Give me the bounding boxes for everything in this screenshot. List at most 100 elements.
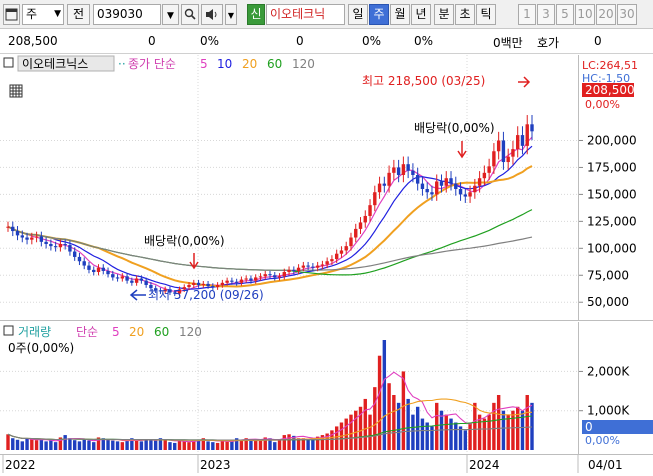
quote-change-pct: 0%: [200, 34, 220, 48]
dividend-arrow-icon: [189, 253, 199, 270]
candle: [258, 273, 263, 281]
quote-volume-pct: 0%: [362, 34, 382, 48]
volume-bar: [330, 430, 334, 450]
prev-button[interactable]: 전: [67, 4, 90, 25]
low-arrow-icon: [129, 289, 146, 301]
candle: [444, 171, 448, 193]
candle: [463, 187, 468, 203]
volume-bar: [30, 439, 34, 450]
speaker-dropdown[interactable]: ▼: [225, 4, 237, 25]
candle: [58, 239, 63, 252]
candle: [196, 279, 201, 288]
volume-bar: [144, 439, 148, 450]
volume-bar: [130, 438, 134, 450]
volume-bar: [516, 406, 520, 450]
period-type-label: 주: [26, 7, 38, 21]
price-legend: 이오테크닉스 ·· 종가 단순 5 10 20 60 120: [3, 55, 315, 72]
volume-axis-svg: 2,000K 1,000K 00,00%: [579, 364, 653, 447]
volume-bar: [96, 437, 101, 450]
dividend-annotation-1: 배당락(0,00%): [144, 234, 225, 248]
candle: [82, 257, 86, 270]
minute-button-30[interactable]: 30: [617, 4, 637, 25]
volume-chart-panel[interactable]: 거래량 단순 5 20 60 120 0주(0,00%): [0, 322, 578, 454]
candle: [111, 270, 115, 281]
candle: [425, 182, 429, 199]
candle: [15, 226, 20, 241]
price-axis: LC:264,51 HC:-1,50 208,500 0,00% 200,000 175,…: [578, 55, 653, 321]
minute-button-10[interactable]: 10: [575, 4, 595, 25]
volume-bar: [325, 433, 329, 450]
volume-bar: [173, 442, 177, 450]
volume-value-label: 0주(0,00%): [8, 341, 74, 355]
volume-bar: [311, 438, 315, 450]
price-tick-label: 175,000: [587, 160, 637, 174]
period-button-1[interactable]: 주: [369, 4, 389, 25]
candle: [358, 217, 363, 234]
candle: [468, 185, 472, 203]
candle: [115, 274, 120, 282]
minute-button-3[interactable]: 3: [537, 4, 555, 25]
period-button-5[interactable]: 초: [455, 4, 475, 25]
candle: [311, 263, 315, 272]
volume-bar: [458, 426, 463, 450]
candle: [411, 163, 415, 183]
stock-code-input[interactable]: 039030: [93, 4, 161, 25]
volume-axis: 2,000K 1,000K 0 0,00%: [578, 322, 653, 454]
volume-bar: [473, 402, 477, 450]
quote-bar: 208,500 0 0% 0 0% 0% 0백만 호가 0: [0, 30, 653, 54]
period-button-3[interactable]: 년: [411, 4, 431, 25]
window-icon[interactable]: [3, 4, 20, 25]
candle: [435, 174, 439, 201]
volume-bar: [306, 439, 310, 450]
chevron-down-icon: ▼: [54, 9, 61, 19]
candle: [49, 239, 53, 251]
ma20-line: [7, 165, 533, 288]
candle: [211, 283, 215, 290]
candle: [373, 185, 377, 212]
stock-name-field[interactable]: 이오테크닉: [266, 4, 345, 25]
period-type-select[interactable]: 주 ▼: [22, 4, 64, 25]
volume-bar: [211, 442, 215, 450]
volume-bar: [396, 402, 401, 450]
candle: [144, 277, 148, 288]
candle: [396, 159, 401, 183]
period-button-4[interactable]: 분: [434, 4, 454, 25]
volume-bar: [87, 440, 91, 450]
volume-bar: [520, 410, 525, 450]
volume-bar: [192, 440, 196, 450]
volume-bar: [320, 435, 325, 450]
volume-bar: [373, 387, 377, 450]
minute-button-5[interactable]: 5: [556, 4, 574, 25]
candle: [277, 273, 282, 281]
speaker-button[interactable]: [201, 4, 223, 25]
price-tick-label: 100,000: [587, 241, 637, 255]
price-tick-label: 150,000: [587, 187, 637, 201]
volume-bar: [201, 438, 206, 450]
new-badge[interactable]: 신: [247, 4, 265, 25]
candle: [268, 270, 272, 279]
minute-button-20[interactable]: 20: [596, 4, 616, 25]
candle: [392, 159, 396, 181]
candle: [177, 286, 182, 297]
period-button-6[interactable]: 틱: [476, 4, 496, 25]
volume-chart[interactable]: 거래량 단순 5 20 60 120 0주(0,00%): [0, 322, 578, 454]
period-button-2[interactable]: 월: [390, 4, 410, 25]
volume-bar: [49, 440, 53, 450]
volume-bar: [282, 435, 286, 450]
period-button-0[interactable]: 일: [348, 4, 368, 25]
candle: [315, 261, 320, 272]
ma-period-120: 120: [292, 57, 315, 71]
candle: [168, 286, 172, 296]
candle: [34, 231, 39, 243]
candle: [201, 280, 206, 288]
ma-period-10: 10: [217, 57, 232, 71]
volume-bar: [315, 436, 320, 450]
minute-button-1[interactable]: 1: [518, 4, 536, 25]
search-button[interactable]: [181, 4, 199, 25]
volume-bar: [354, 410, 358, 450]
code-dropdown-button[interactable]: ▼: [162, 4, 179, 25]
price-chart[interactable]: 이오테크닉스 ·· 종가 단순 5 10 20 60 120 최고 218,500 (03/25…: [0, 55, 578, 321]
price-chart-panel[interactable]: 이오테크닉스 ·· 종가 단순 5 10 20 60 120 최고 218,500 (03/25…: [0, 55, 578, 321]
volume-bar: [187, 442, 191, 450]
